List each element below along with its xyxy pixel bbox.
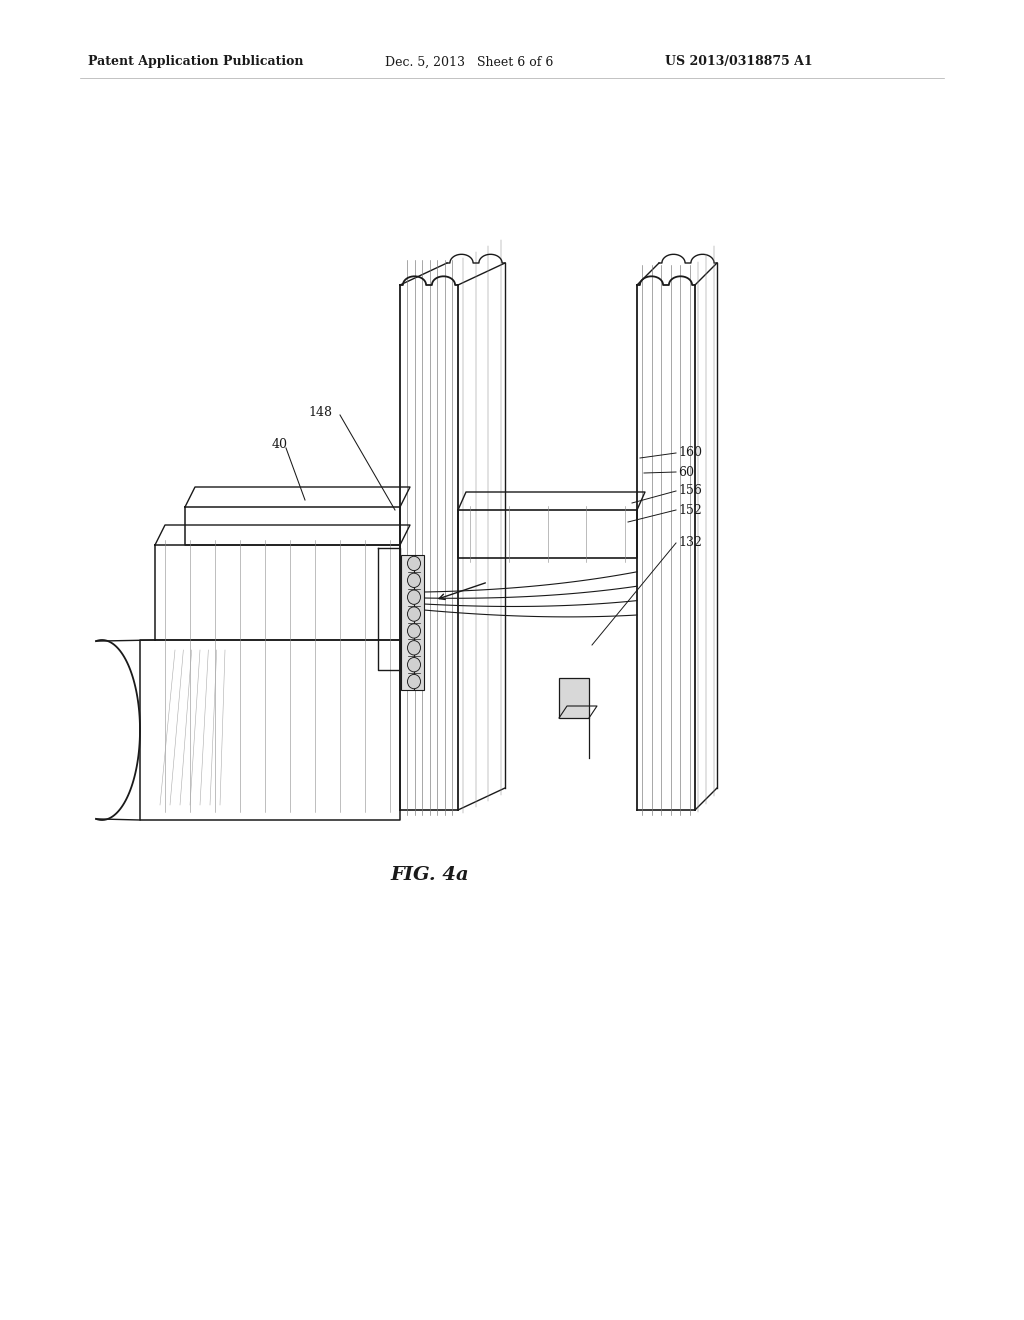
Bar — [401, 554, 414, 690]
Ellipse shape — [408, 590, 421, 605]
Text: 152: 152 — [678, 503, 701, 516]
Text: Patent Application Publication: Patent Application Publication — [88, 55, 303, 69]
Text: 160: 160 — [678, 446, 702, 459]
Text: FIG. 4a: FIG. 4a — [391, 866, 469, 884]
Ellipse shape — [408, 624, 421, 638]
Text: 156: 156 — [678, 484, 701, 498]
Text: 60: 60 — [678, 466, 694, 479]
Text: 40: 40 — [272, 438, 288, 451]
Text: Dec. 5, 2013   Sheet 6 of 6: Dec. 5, 2013 Sheet 6 of 6 — [385, 55, 553, 69]
Bar — [414, 554, 424, 690]
Text: 148: 148 — [308, 405, 332, 418]
Ellipse shape — [408, 657, 421, 672]
Text: 132: 132 — [678, 536, 701, 549]
Ellipse shape — [408, 607, 421, 622]
Bar — [559, 678, 589, 718]
Ellipse shape — [408, 556, 421, 570]
Ellipse shape — [408, 675, 421, 689]
Ellipse shape — [408, 640, 421, 655]
Ellipse shape — [408, 573, 421, 587]
Text: US 2013/0318875 A1: US 2013/0318875 A1 — [665, 55, 813, 69]
